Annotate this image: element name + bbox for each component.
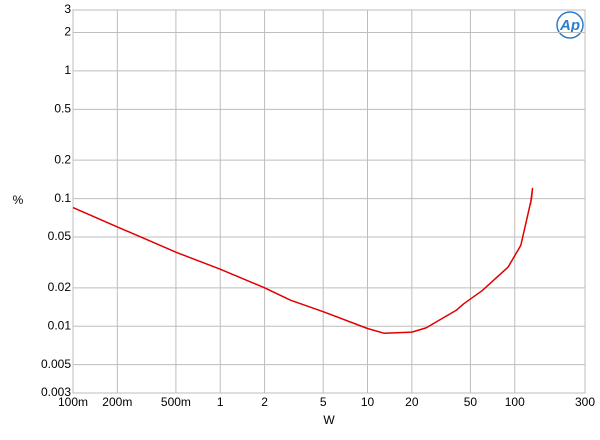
x-tick-label: 5 [320, 395, 327, 409]
y-tick-label: 0.01 [48, 318, 72, 332]
logo: Ap [559, 17, 580, 34]
x-tick-label: 100m [58, 395, 88, 409]
x-axis-label: W [323, 413, 335, 427]
data-line [72, 187, 534, 335]
x-tick-label: 1 [217, 395, 224, 409]
y-tick-label: 0.003 [41, 385, 71, 399]
plot-frame [72, 9, 586, 394]
y-tick-label: 0.05 [48, 229, 72, 243]
x-tick-label: 200m [102, 395, 132, 409]
x-tick-label: 20 [405, 395, 419, 409]
y-tick-label: 2 [64, 25, 71, 39]
y-tick-label: 0.02 [48, 280, 72, 294]
y-tick-label: 0.1 [54, 191, 71, 205]
y-tick-label: 0.2 [54, 152, 71, 166]
x-tick-label: 500m [161, 395, 191, 409]
logo-ring [556, 11, 584, 39]
y-tick-label: 1 [64, 63, 71, 77]
x-tick-label: 50 [464, 395, 478, 409]
x-tick-label: 100 [505, 395, 525, 409]
y-axis-label: % [13, 193, 24, 207]
y-tick-label: 3 [64, 2, 71, 16]
y-tick-label: 0.005 [41, 357, 71, 371]
y-tick-label: 0.5 [54, 102, 71, 116]
x-tick-label: 10 [361, 395, 375, 409]
x-tick-label: 2 [261, 395, 268, 409]
x-tick-label: 300 [575, 395, 595, 409]
